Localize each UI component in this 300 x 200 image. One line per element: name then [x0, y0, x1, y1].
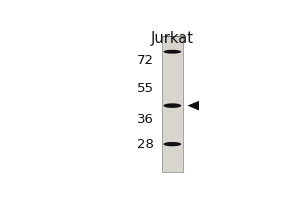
Ellipse shape [164, 142, 181, 146]
Bar [162, 36, 183, 172]
Ellipse shape [164, 103, 181, 108]
Text: Jurkat: Jurkat [151, 31, 194, 46]
Text: 55: 55 [137, 82, 154, 95]
Text: 28: 28 [137, 138, 154, 151]
Text: 72: 72 [137, 54, 154, 67]
Polygon shape [188, 101, 199, 110]
Ellipse shape [164, 50, 181, 54]
Text: 36: 36 [137, 113, 154, 126]
